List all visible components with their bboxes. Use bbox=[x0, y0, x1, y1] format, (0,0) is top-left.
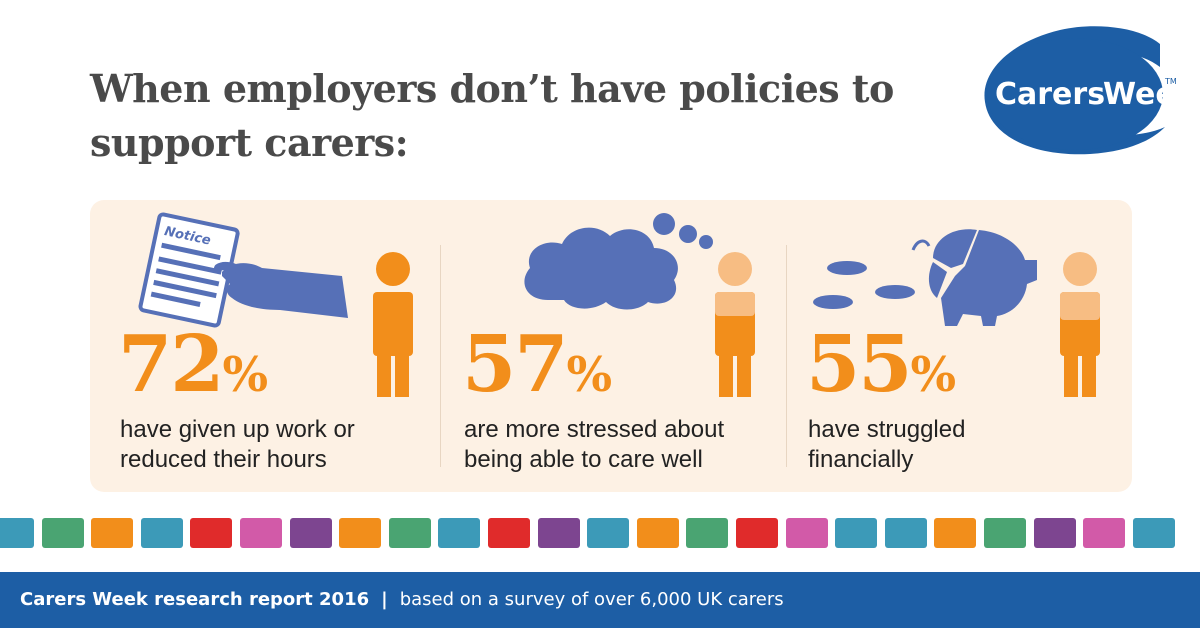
stat-value-financial: 55% bbox=[806, 320, 956, 420]
stat-number: 57 bbox=[462, 319, 569, 410]
logo-trademark: TM bbox=[1164, 77, 1177, 86]
color-block bbox=[240, 518, 282, 548]
stat-number: 72 bbox=[118, 319, 225, 410]
color-block bbox=[0, 518, 34, 548]
stat-number: 55 bbox=[806, 319, 913, 410]
stat-description-stress: are more stressed about being able to car… bbox=[464, 415, 794, 475]
carers-week-logo: Carers Week TM bbox=[984, 26, 1185, 155]
color-block bbox=[984, 518, 1026, 548]
color-block bbox=[388, 518, 431, 548]
description-line: have given up work or bbox=[120, 416, 355, 443]
footer-separator: | bbox=[381, 589, 388, 610]
color-block bbox=[1083, 518, 1126, 548]
percent-sign: % bbox=[222, 347, 269, 403]
stat-description-financial: have struggled financially bbox=[808, 415, 1138, 475]
description-line: reduced their hours bbox=[120, 446, 327, 473]
panel-divider-1 bbox=[440, 245, 441, 467]
stat-value-work: 72% bbox=[118, 320, 268, 420]
description-line: have struggled bbox=[808, 416, 966, 443]
percent-sign: % bbox=[910, 347, 957, 403]
color-block bbox=[289, 518, 332, 548]
color-block bbox=[785, 518, 828, 548]
person-icon bbox=[373, 252, 413, 397]
color-block bbox=[190, 518, 233, 548]
footer-survey-note: based on a survey of over 6,000 UK carer… bbox=[399, 589, 784, 610]
description-line: being able to care well bbox=[464, 446, 703, 473]
footer-report-title: Carers Week research report 2016 bbox=[20, 589, 370, 610]
description-line: are more stressed about bbox=[464, 416, 725, 443]
color-block bbox=[41, 518, 84, 548]
color-block bbox=[488, 518, 530, 548]
stat-description-work: have given up work or reduced their hours bbox=[120, 415, 450, 475]
color-block bbox=[339, 518, 382, 548]
color-block bbox=[636, 518, 679, 548]
color-block bbox=[537, 518, 580, 548]
description-line: financially bbox=[808, 446, 914, 473]
color-block bbox=[1132, 518, 1175, 548]
color-block bbox=[140, 518, 183, 548]
panel-divider-2 bbox=[786, 245, 787, 467]
person-icon bbox=[1060, 252, 1100, 397]
thought-cloud-icon bbox=[524, 213, 713, 310]
color-block bbox=[587, 518, 630, 548]
person-icon bbox=[715, 252, 755, 397]
color-block bbox=[736, 518, 778, 548]
footer-bar: Carers Week research report 2016 | based o… bbox=[0, 572, 1200, 628]
stat-value-stress: 57% bbox=[462, 320, 612, 420]
color-block bbox=[884, 518, 927, 548]
color-block bbox=[1033, 518, 1076, 548]
footer-text: Carers Week research report 2016 | based o… bbox=[20, 589, 784, 610]
color-block bbox=[835, 518, 878, 548]
notice-hand-icon: Notice bbox=[138, 212, 348, 328]
color-block-strip bbox=[0, 518, 1200, 548]
color-block bbox=[934, 518, 977, 548]
logo-word-week: Week bbox=[1103, 77, 1185, 112]
color-block bbox=[438, 518, 481, 548]
logo-word-carers: Carers bbox=[995, 77, 1105, 112]
color-block bbox=[91, 518, 134, 548]
coins-broken-piggybank-icon bbox=[813, 229, 1037, 326]
percent-sign: % bbox=[566, 347, 613, 403]
color-block bbox=[686, 518, 729, 548]
headline: When employers don’t have policies to su… bbox=[90, 66, 894, 165]
